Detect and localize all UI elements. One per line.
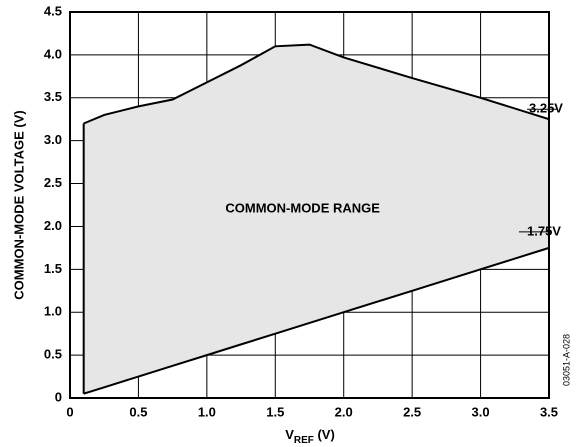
y-tick-label: 0.5 [44, 347, 62, 362]
x-tick-label: 3.5 [540, 404, 558, 419]
boundary-line [83, 246, 550, 395]
x-tick-label: 0.5 [129, 404, 147, 419]
end-label: 3.25V [529, 101, 563, 116]
y-axis-label: COMMON-MODE VOLTAGE (V) [11, 110, 26, 299]
x-tick-label: 1.0 [198, 404, 216, 419]
region-label: COMMON-MODE RANGE [225, 201, 380, 216]
x-tick-label: 3.0 [472, 404, 490, 419]
y-tick-label: 3.0 [44, 132, 62, 147]
y-tick-label: 4.5 [44, 3, 62, 18]
boundary-line [83, 43, 550, 125]
y-tick-label: 3.5 [44, 89, 62, 104]
y-tick-label: 2.0 [44, 218, 62, 233]
x-label-sub: REF [294, 435, 314, 446]
x-tick-label: 2.0 [335, 404, 353, 419]
y-tick-label: 0 [55, 389, 62, 404]
y-tick-label: 2.5 [44, 175, 62, 190]
y-tick-label: 1.0 [44, 304, 62, 319]
end-label: 1.75V [527, 223, 561, 238]
x-label-unit: (V) [314, 427, 335, 442]
area-fill [83, 44, 549, 394]
y-tick-label: 1.5 [44, 261, 62, 276]
figure-code: 03051-A-028 [561, 334, 571, 386]
plot-frame [69, 11, 550, 399]
x-tick-label: 2.5 [403, 404, 421, 419]
y-tick-label: 4.0 [44, 46, 62, 61]
x-axis-label: VREF (V) [285, 427, 335, 445]
x-tick-label: 0 [66, 404, 73, 419]
x-tick-label: 1.5 [266, 404, 284, 419]
x-label-main: V [285, 427, 294, 442]
